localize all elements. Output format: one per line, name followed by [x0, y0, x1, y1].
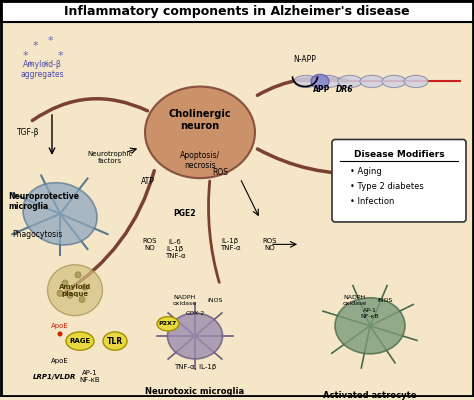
Text: Neuroprotective
microglia: Neuroprotective microglia — [8, 192, 79, 211]
Text: Activated astrocyte: Activated astrocyte — [323, 390, 417, 400]
Text: Amyloid
plaque: Amyloid plaque — [59, 284, 91, 297]
Text: iNOS: iNOS — [207, 298, 223, 303]
Text: Disease Modifiers: Disease Modifiers — [354, 150, 444, 159]
Text: • Aging: • Aging — [350, 166, 382, 176]
FancyBboxPatch shape — [0, 0, 474, 22]
Text: ROS
NO: ROS NO — [263, 238, 277, 251]
Ellipse shape — [338, 75, 362, 88]
Text: LRP1/VLDR: LRP1/VLDR — [33, 374, 77, 380]
Ellipse shape — [157, 317, 179, 331]
Text: • Infection: • Infection — [350, 197, 394, 206]
Text: • Type 2 diabetes: • Type 2 diabetes — [350, 182, 424, 191]
Text: IL-6
IL-1β
TNF-α: IL-6 IL-1β TNF-α — [164, 240, 185, 260]
Text: ApoE: ApoE — [51, 358, 69, 364]
Ellipse shape — [75, 272, 81, 278]
Text: APP: APP — [313, 85, 331, 94]
Text: Amyloid-β
aggregates: Amyloid-β aggregates — [20, 60, 64, 79]
Ellipse shape — [167, 313, 222, 359]
Text: N-APP: N-APP — [293, 54, 317, 64]
Text: COX-2: COX-2 — [185, 311, 205, 316]
Text: NADPH
oxidase: NADPH oxidase — [173, 295, 197, 306]
Text: ApoE: ApoE — [51, 323, 69, 329]
Ellipse shape — [404, 75, 428, 88]
Ellipse shape — [82, 284, 88, 290]
Text: PGE2: PGE2 — [174, 209, 196, 218]
Text: Apoptosis/
necrosis: Apoptosis/ necrosis — [180, 151, 220, 170]
Text: Phagocytosis: Phagocytosis — [12, 230, 63, 239]
FancyBboxPatch shape — [332, 140, 466, 222]
Ellipse shape — [67, 292, 73, 298]
Ellipse shape — [79, 296, 85, 302]
Text: iNOS: iNOS — [377, 298, 392, 303]
Ellipse shape — [382, 75, 406, 88]
Text: DR6: DR6 — [336, 85, 354, 94]
Text: Neurotrophic
factors: Neurotrophic factors — [87, 151, 133, 164]
Ellipse shape — [57, 332, 63, 336]
Ellipse shape — [103, 332, 127, 350]
Ellipse shape — [311, 74, 329, 88]
Text: *: * — [22, 51, 28, 61]
Text: *: * — [32, 41, 38, 51]
Text: NADPH
oxidase: NADPH oxidase — [343, 295, 367, 306]
Text: *: * — [27, 61, 33, 71]
Text: ATP: ATP — [141, 177, 155, 186]
Text: TNF-α, IL-1β: TNF-α, IL-1β — [174, 364, 216, 370]
Ellipse shape — [47, 265, 102, 316]
Text: ROS
NO: ROS NO — [143, 238, 157, 251]
Text: *: * — [57, 51, 63, 61]
Ellipse shape — [145, 86, 255, 178]
Text: Inflammatory components in Alzheimer's disease: Inflammatory components in Alzheimer's d… — [64, 5, 410, 18]
Text: *: * — [42, 61, 48, 71]
Ellipse shape — [316, 75, 340, 88]
Text: Cholinergic
neuron: Cholinergic neuron — [169, 109, 231, 131]
Text: ROS: ROS — [212, 168, 228, 177]
Text: RAGE: RAGE — [69, 338, 91, 344]
Text: AP-1
NF-κB: AP-1 NF-κB — [361, 308, 379, 319]
Ellipse shape — [62, 280, 68, 286]
Ellipse shape — [294, 75, 318, 88]
Text: Neurotoxic microglia: Neurotoxic microglia — [146, 388, 245, 396]
Ellipse shape — [23, 183, 97, 245]
Text: TGF-β: TGF-β — [17, 128, 39, 137]
Ellipse shape — [66, 332, 94, 350]
Ellipse shape — [57, 290, 63, 296]
Text: IL-1β
TNF-α: IL-1β TNF-α — [219, 238, 240, 251]
Ellipse shape — [335, 298, 405, 354]
Ellipse shape — [360, 75, 384, 88]
Text: *: * — [47, 36, 53, 46]
Text: TLR: TLR — [107, 336, 123, 346]
Text: P2X7: P2X7 — [159, 321, 177, 326]
Text: AP-1
NF-κB: AP-1 NF-κB — [80, 370, 100, 383]
